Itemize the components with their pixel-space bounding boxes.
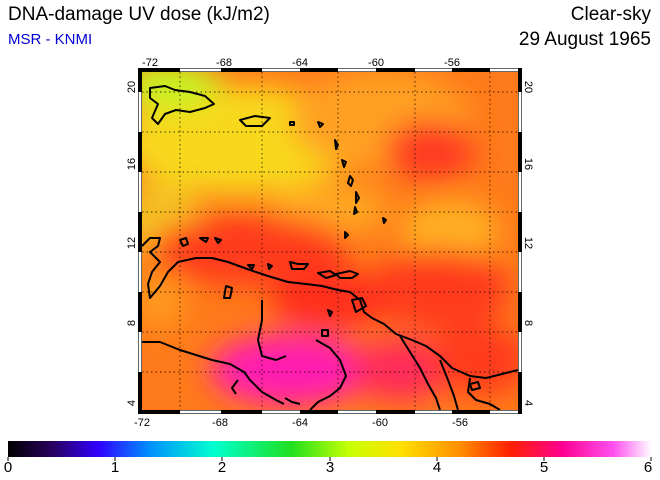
colorbar-ticks: [7, 457, 652, 461]
lat-label-left: 4: [126, 400, 138, 406]
lat-labels-right: 20 16 12 8 4: [522, 81, 534, 406]
date-label: 29 August 1965: [518, 29, 651, 50]
lat-label-right: 12: [522, 237, 534, 249]
sky-condition-label: Clear-sky: [570, 4, 651, 25]
colorbar-label: 5: [539, 459, 549, 476]
source-label: MSR - KNMI: [8, 31, 93, 48]
colorbar-label: 2: [217, 459, 227, 476]
lon-label-top: -64: [292, 57, 308, 69]
colorbar-label: 6: [643, 459, 653, 476]
lon-label-top: -68: [216, 57, 232, 69]
lon-label-bottom: -64: [292, 417, 308, 429]
colorbar-label: 0: [3, 459, 13, 476]
colorbar-label: 4: [432, 459, 442, 476]
lat-label-left: 20: [126, 81, 138, 93]
lat-label-right: 20: [522, 81, 534, 93]
lon-label-bottom: -56: [452, 417, 468, 429]
lat-label-left: 12: [126, 237, 138, 249]
lon-label-top: -72: [142, 57, 158, 69]
colorbar: [8, 441, 652, 457]
lon-label-bottom: -68: [212, 417, 228, 429]
lat-label-right: 8: [522, 320, 534, 326]
lat-labels-left: 20 16 12 8 4: [126, 81, 138, 406]
lat-label-left: 8: [126, 320, 138, 326]
lon-label-bottom: -72: [134, 417, 150, 429]
page-title: DNA-damage UV dose (kJ/m2): [8, 4, 270, 25]
colorbar-label: 3: [325, 459, 335, 476]
colorbar-label: 1: [110, 459, 120, 476]
lat-label-right: 16: [522, 158, 534, 170]
lon-label-top: -56: [444, 57, 460, 69]
lon-labels-top: -72 -68 -64 -60 -56: [142, 57, 460, 69]
lon-label-bottom: -60: [372, 417, 388, 429]
lat-label-right: 4: [522, 400, 534, 406]
lon-labels-bottom: -72 -68 -64 -60 -56: [134, 417, 468, 429]
lon-label-top: -60: [368, 57, 384, 69]
lat-label-left: 16: [126, 158, 138, 170]
